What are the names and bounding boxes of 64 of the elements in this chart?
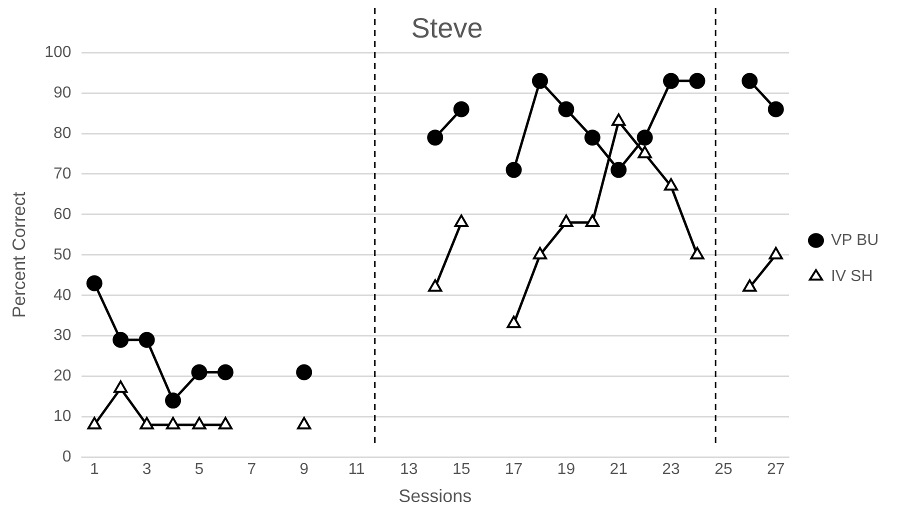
point (506, 162, 522, 178)
x-tick-label: 21 (610, 461, 628, 478)
point (584, 130, 600, 146)
point (585, 214, 600, 228)
y-tick-label: 0 (62, 448, 72, 466)
chart-title: Steve (411, 12, 483, 44)
y-tick-label: 80 (54, 124, 72, 142)
point (166, 416, 180, 430)
y-tick-label: 10 (54, 408, 72, 426)
point (218, 416, 233, 430)
point (87, 416, 102, 430)
point (427, 130, 444, 146)
y-tick-label: 70 (54, 165, 72, 182)
point (559, 214, 574, 228)
point (610, 162, 627, 178)
x-tick-label: 25 (714, 461, 732, 478)
point (532, 72, 548, 89)
x-tick-label: 23 (662, 461, 680, 478)
point (532, 246, 548, 260)
point (138, 332, 155, 348)
point (112, 332, 129, 348)
point (663, 72, 680, 89)
point (428, 279, 442, 292)
x-tick-label: 15 (452, 461, 470, 478)
point (638, 146, 652, 158)
point (689, 72, 706, 89)
x-axis-title: Sessions (398, 486, 472, 506)
point (558, 101, 574, 118)
point (690, 246, 704, 260)
point (297, 416, 312, 430)
y-tick-label: 40 (54, 286, 72, 304)
x-tick-label: 11 (348, 461, 365, 478)
x-tick-label: 27 (766, 461, 785, 478)
point (768, 246, 783, 260)
point (506, 316, 521, 328)
y-tick-label: 60 (54, 206, 72, 223)
x-tick-label: 9 (300, 461, 309, 478)
point (742, 72, 758, 89)
point (453, 101, 470, 118)
point (86, 275, 102, 292)
point (140, 416, 154, 430)
point (114, 380, 128, 393)
y-axis-title: Percent Correct (8, 192, 29, 318)
legend-label: VP BU (830, 232, 879, 249)
point (768, 101, 784, 118)
point (454, 214, 468, 228)
y-tick-label: 30 (54, 327, 72, 344)
y-tick-label: 90 (54, 84, 72, 102)
x-tick-label: 5 (194, 461, 204, 478)
x-tick-label: 7 (247, 461, 256, 478)
point (664, 178, 678, 191)
y-tick-label: 50 (54, 246, 72, 264)
y-tick-label: 20 (54, 368, 72, 385)
point (636, 130, 653, 146)
legend-label: IV SH (830, 268, 873, 285)
x-tick-label: 13 (400, 461, 418, 478)
point (742, 279, 757, 292)
y-tick-label: 100 (44, 44, 72, 62)
x-tick-label: 17 (504, 461, 523, 478)
point (612, 113, 626, 126)
x-tick-label: 3 (142, 461, 152, 478)
x-tick-label: 19 (557, 461, 576, 478)
point (192, 416, 206, 430)
x-tick-label: 1 (90, 461, 99, 478)
